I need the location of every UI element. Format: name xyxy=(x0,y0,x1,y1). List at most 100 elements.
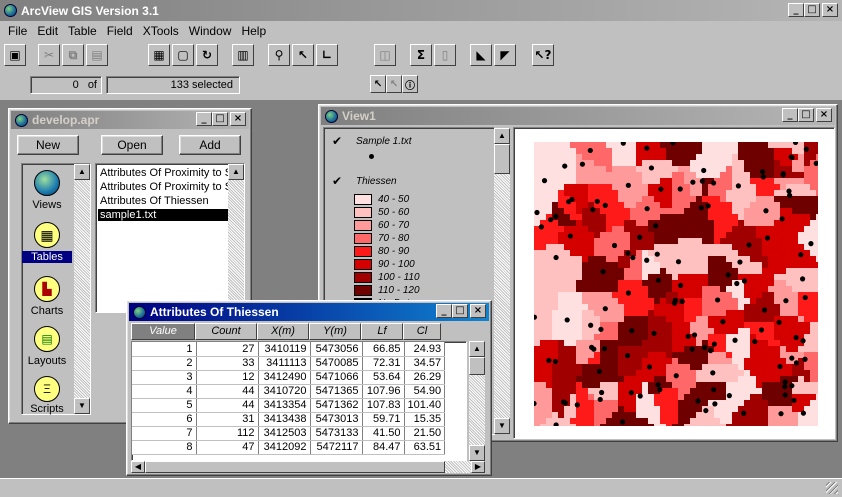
minimize-icon[interactable]: _ xyxy=(436,304,452,318)
scroll-down-icon[interactable]: ▼ xyxy=(469,445,485,461)
doc-type-scrollbar[interactable]: ▲ ▼ xyxy=(74,164,90,414)
table-row[interactable]: 6 31 3413438 5473013 59.71 15.35 xyxy=(132,412,446,427)
query-icon[interactable]: ↖ xyxy=(292,44,314,66)
column-header-y[interactable]: Y(m) xyxy=(309,323,361,340)
open-button[interactable]: Open xyxy=(101,135,163,155)
project-titlebar[interactable]: develop.apr _ □ × xyxy=(11,111,249,129)
table-cell[interactable]: 4 xyxy=(132,384,197,399)
thiessen-map[interactable] xyxy=(534,142,818,426)
properties-icon[interactable]: ▦ xyxy=(148,44,170,66)
promote-icon[interactable]: ◫ xyxy=(374,44,396,66)
item-scrollbar[interactable]: ▲ xyxy=(228,164,244,312)
column-header-lf[interactable]: Lf xyxy=(361,323,403,340)
layer-sample[interactable]: Sample 1.txt xyxy=(356,136,412,147)
menu-edit[interactable]: Edit xyxy=(37,24,59,38)
minimize-icon[interactable]: _ xyxy=(196,112,212,126)
table-cell[interactable]: 2 xyxy=(132,356,197,371)
column-header-cl[interactable]: Cl xyxy=(403,323,441,340)
table-cell[interactable]: 44 xyxy=(196,398,259,413)
table-cell[interactable]: 34.57 xyxy=(404,356,446,371)
list-item[interactable]: Attributes Of Proximity to S xyxy=(100,181,228,193)
table-cell[interactable]: 5470085 xyxy=(310,356,363,371)
table-cell[interactable]: 3412092 xyxy=(258,440,311,455)
scroll-up-icon[interactable]: ▲ xyxy=(74,164,90,180)
table-cell[interactable]: 3411113 xyxy=(258,356,311,371)
table-cell[interactable]: 3410720 xyxy=(258,384,311,399)
table-cell[interactable]: 7 xyxy=(132,426,197,441)
table-cell[interactable]: 1 xyxy=(132,342,197,357)
close-icon[interactable]: × xyxy=(470,304,486,318)
table-row[interactable]: 5 44 3413354 5471362 107.83 101.40 xyxy=(132,398,446,413)
table-cell[interactable]: 5473056 xyxy=(310,342,363,357)
layer-thiessen[interactable]: Thiessen xyxy=(356,176,397,187)
column-header-x[interactable]: X(m) xyxy=(257,323,309,340)
table-cell[interactable]: 107.96 xyxy=(362,384,405,399)
scroll-up-icon[interactable]: ▲ xyxy=(228,164,244,180)
sort-descending-icon[interactable]: ◤ xyxy=(494,44,516,66)
sort-icon[interactable]: ∟ xyxy=(316,44,338,66)
app-titlebar[interactable]: ArcView GIS Version 3.1 _ □ × xyxy=(0,0,842,21)
copy-icon[interactable]: ⧉ xyxy=(62,44,84,66)
list-item[interactable]: Attributes Of Thiessen xyxy=(100,195,209,207)
close-icon[interactable]: × xyxy=(822,3,838,17)
list-item[interactable]: Attributes Of Proximity to S xyxy=(100,167,228,179)
table-cell[interactable]: 3412503 xyxy=(258,426,311,441)
cut-icon[interactable]: ✂ xyxy=(38,44,60,66)
table-cell[interactable]: 47 xyxy=(196,440,259,455)
maximize-icon[interactable]: □ xyxy=(212,112,228,126)
edit-tool-icon[interactable]: ↖ xyxy=(386,75,402,93)
table-row[interactable]: 2 33 3411113 5470085 72.31 34.57 xyxy=(132,356,446,371)
attribute-table-window[interactable]: Attributes Of Thiessen _ □ × Value Count… xyxy=(126,300,492,476)
toc-scrollbar[interactable]: ▲ ▼ xyxy=(494,128,510,434)
table-cell[interactable]: 33 xyxy=(196,356,259,371)
calculate-icon[interactable]: ▯ xyxy=(434,44,456,66)
table-cell[interactable]: 101.40 xyxy=(404,398,446,413)
scroll-left-icon[interactable]: ◀ xyxy=(131,461,145,473)
table-cell[interactable]: 27 xyxy=(196,342,259,357)
doc-type-layouts[interactable]: ▤ Layouts xyxy=(22,324,72,372)
table-cell[interactable]: 3412490 xyxy=(258,370,311,385)
add-button[interactable]: Add xyxy=(179,135,241,155)
resize-grip-icon[interactable] xyxy=(826,482,838,494)
save-icon[interactable]: ▣ xyxy=(4,44,26,66)
doc-type-scripts[interactable]: Ξ Scripts xyxy=(22,374,72,415)
table-row[interactable]: 3 12 3412490 5471066 53.64 26.29 xyxy=(132,370,446,385)
table-cell[interactable]: 72.31 xyxy=(362,356,405,371)
minimize-icon[interactable]: _ xyxy=(782,108,798,122)
scroll-down-icon[interactable]: ▼ xyxy=(494,418,510,434)
column-header-count[interactable]: Count xyxy=(195,323,257,340)
table-cell[interactable]: 112 xyxy=(196,426,259,441)
maximize-icon[interactable]: □ xyxy=(804,3,820,17)
scroll-thumb[interactable] xyxy=(145,461,445,473)
attribute-table-titlebar[interactable]: Attributes Of Thiessen _ □ × xyxy=(129,303,489,321)
table-cell[interactable]: 3413438 xyxy=(258,412,311,427)
select-icon[interactable]: ▢ xyxy=(172,44,194,66)
table-cell[interactable]: 12 xyxy=(196,370,259,385)
maximize-icon[interactable]: □ xyxy=(452,304,468,318)
table-cell[interactable]: 8 xyxy=(132,440,197,455)
paste-icon[interactable]: ▤ xyxy=(86,44,108,66)
scroll-up-icon[interactable]: ▲ xyxy=(494,128,510,144)
scroll-right-icon[interactable]: ▶ xyxy=(471,461,485,473)
table-cell[interactable]: 5471362 xyxy=(310,398,363,413)
table-cell[interactable]: 15.35 xyxy=(404,412,446,427)
table-cell[interactable]: 54.90 xyxy=(404,384,446,399)
table-cell[interactable]: 3413354 xyxy=(258,398,311,413)
table-row[interactable]: 7 112 3412503 5473133 41.50 21.50 xyxy=(132,426,446,441)
help-cursor-icon[interactable]: ↖? xyxy=(532,44,554,66)
menu-file[interactable]: File xyxy=(8,24,28,38)
minimize-icon[interactable]: _ xyxy=(788,3,804,17)
menu-help[interactable]: Help xyxy=(241,24,267,38)
table-cell[interactable]: 5471066 xyxy=(310,370,363,385)
table-cell[interactable]: 3 xyxy=(132,370,197,385)
sort-ascending-icon[interactable]: ◣ xyxy=(470,44,492,66)
table-cell[interactable]: 53.64 xyxy=(362,370,405,385)
menu-table[interactable]: Table xyxy=(68,24,97,38)
doc-type-tables[interactable]: ▦ Tables xyxy=(22,220,72,270)
table-cell[interactable]: 3410119 xyxy=(258,342,311,357)
scroll-thumb[interactable] xyxy=(469,357,485,375)
new-button[interactable]: New xyxy=(17,135,79,155)
column-header-value[interactable]: Value xyxy=(131,323,195,340)
menu-window[interactable]: Window xyxy=(188,24,232,38)
scroll-down-icon[interactable]: ▼ xyxy=(74,398,90,414)
